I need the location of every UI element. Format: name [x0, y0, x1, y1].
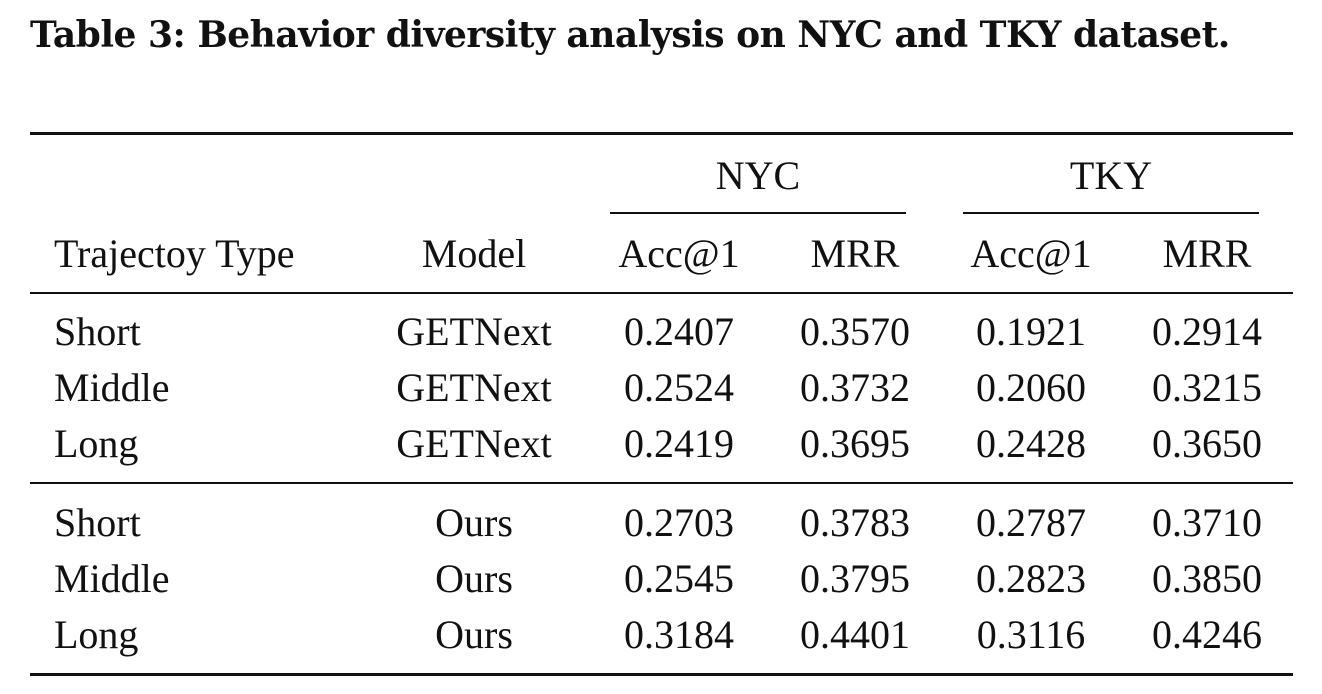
table-cell-tky-acc1: 0.2060: [976, 365, 1086, 410]
table-cell-trajectory-type: Middle: [54, 365, 170, 410]
table-cell-tky-mrr: 0.3710: [1152, 500, 1262, 545]
table-cell-trajectory-type: Middle: [54, 556, 170, 601]
table-cell-nyc-acc1: 0.3184: [624, 612, 734, 657]
table-cell-trajectory-type: Long: [54, 421, 139, 466]
table-cell-trajectory-type: Short: [54, 309, 141, 354]
table-cell-nyc-acc1: 0.2419: [624, 421, 734, 466]
table-bottom-rule: [30, 673, 1293, 676]
table-cell-nyc-mrr: 0.3795: [800, 556, 910, 601]
table-top-rule: [30, 132, 1293, 135]
table-cell-tky-mrr: 0.3650: [1152, 421, 1262, 466]
group-header-tky: TKY: [1069, 153, 1153, 198]
table-cell-model: GETNext: [396, 309, 552, 354]
table-cell-nyc-mrr: 0.4401: [800, 612, 910, 657]
table-cell-nyc-acc1: 0.2524: [624, 365, 734, 410]
column-header-tky-acc1: Acc@1: [970, 231, 1092, 276]
table-caption: Table 3: Behavior diversity analysis on …: [30, 14, 1230, 56]
table-cell-tky-mrr: 0.3215: [1152, 365, 1262, 410]
table-cell-trajectory-type: Long: [54, 612, 139, 657]
table-cell-model: Ours: [435, 612, 513, 657]
table-cell-model: GETNext: [396, 421, 552, 466]
column-header-nyc-acc1: Acc@1: [618, 231, 740, 276]
table-cell-tky-acc1: 0.3116: [976, 612, 1086, 657]
table-cell-model: GETNext: [396, 365, 552, 410]
table-cell-nyc-mrr: 0.3570: [800, 309, 910, 354]
table-cell-nyc-mrr: 0.3695: [800, 421, 910, 466]
table-cell-tky-mrr: 0.3850: [1152, 556, 1262, 601]
column-header-trajectory-type: Trajectoy Type: [54, 231, 295, 276]
table-cell-nyc-acc1: 0.2407: [624, 309, 734, 354]
table-cell-tky-acc1: 0.2823: [976, 556, 1086, 601]
table-cell-tky-mrr: 0.2914: [1152, 309, 1262, 354]
table-cell-tky-acc1: 0.2428: [976, 421, 1086, 466]
table-cell-nyc-acc1: 0.2545: [624, 556, 734, 601]
table-cell-trajectory-type: Short: [54, 500, 141, 545]
table-cell-tky-acc1: 0.2787: [976, 500, 1086, 545]
block-separator-rule: [30, 482, 1293, 484]
group-rule-nyc: [610, 212, 906, 214]
table-cell-nyc-mrr: 0.3783: [800, 500, 910, 545]
column-header-tky-mrr: MRR: [1162, 231, 1252, 276]
column-header-nyc-mrr: MRR: [810, 231, 900, 276]
header-rule: [30, 292, 1293, 294]
column-header-model: Model: [421, 231, 527, 276]
table-cell-model: Ours: [435, 556, 513, 601]
table-cell-nyc-mrr: 0.3732: [800, 365, 910, 410]
table-cell-nyc-acc1: 0.2703: [624, 500, 734, 545]
group-rule-tky: [963, 212, 1259, 214]
group-header-nyc: NYC: [715, 153, 801, 198]
table-cell-tky-mrr: 0.4246: [1152, 612, 1262, 657]
table-cell-model: Ours: [435, 500, 513, 545]
table-cell-tky-acc1: 0.1921: [976, 309, 1086, 354]
